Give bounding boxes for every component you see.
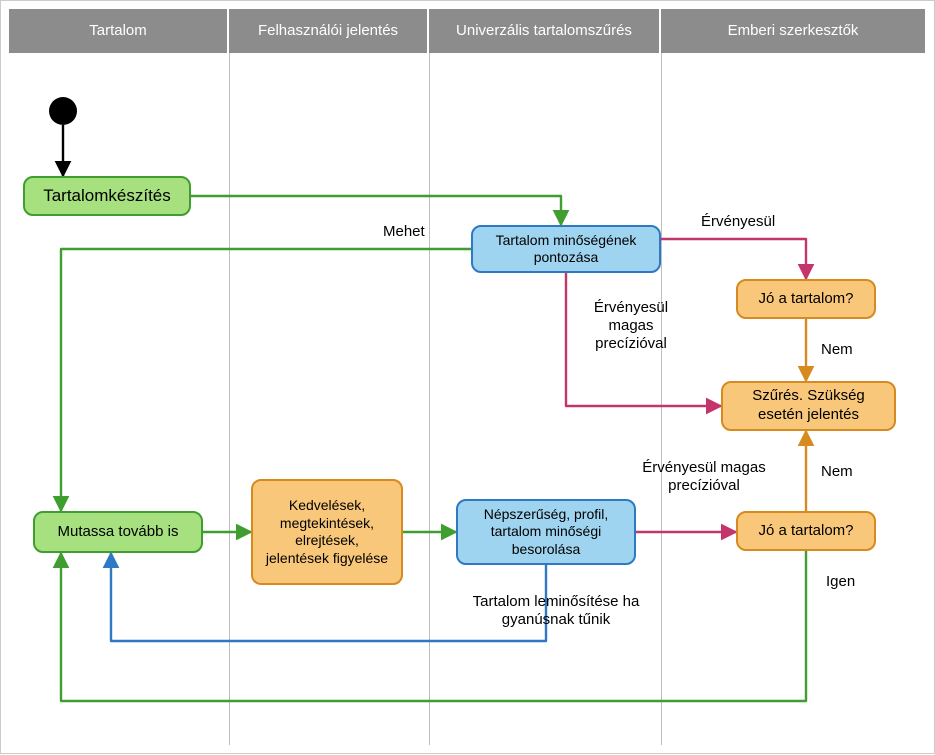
node-popularity: Népszerűség, profil, tartalom minőségi b… (456, 499, 636, 565)
edge-label-ervenyesul: Érvényesül (701, 213, 775, 231)
diagram-canvas: Tartalom Felhasználói jelentés Univerzál… (0, 0, 935, 754)
lane-header-2: Univerzális tartalomszűrés (429, 9, 661, 53)
edge-label-igen: Igen (826, 573, 855, 591)
lane-separator (429, 53, 430, 745)
edge-label-ervenyesul-precizio-2: Érvényesül magas precízióval (629, 459, 779, 495)
edge-label-ervenyesul-precizio: Érvényesül magas precízióval (576, 299, 686, 353)
lane-separator (229, 53, 230, 745)
swimlane-header: Tartalom Felhasználói jelentés Univerzál… (9, 9, 926, 53)
edge (191, 196, 561, 225)
edge-label-nem-1: Nem (821, 341, 853, 359)
node-score: Tartalom minőségének pontozása (471, 225, 661, 273)
lane-header-3: Emberi szerkesztők (661, 9, 925, 53)
edge (61, 249, 471, 511)
node-likes: Kedvelések, megtekintések, elrejtések, j… (251, 479, 403, 585)
node-good1: Jó a tartalom? (736, 279, 876, 319)
node-create: Tartalomkészítés (23, 176, 191, 216)
edge-label-mehet: Mehet (383, 223, 425, 241)
edge (61, 551, 806, 701)
node-filter: Szűrés. Szükség esetén jelentés (721, 381, 896, 431)
edges-layer (1, 1, 935, 755)
edge-label-demote: Tartalom leminősítése ha gyanúsnak tűnik (451, 593, 661, 629)
edge (661, 239, 806, 279)
lane-separator (661, 53, 662, 745)
start-node (49, 97, 77, 125)
node-show: Mutassa tovább is (33, 511, 203, 553)
node-good2: Jó a tartalom? (736, 511, 876, 551)
lane-header-1: Felhasználói jelentés (229, 9, 429, 53)
edge-label-nem-2: Nem (821, 463, 853, 481)
lane-header-0: Tartalom (9, 9, 229, 53)
